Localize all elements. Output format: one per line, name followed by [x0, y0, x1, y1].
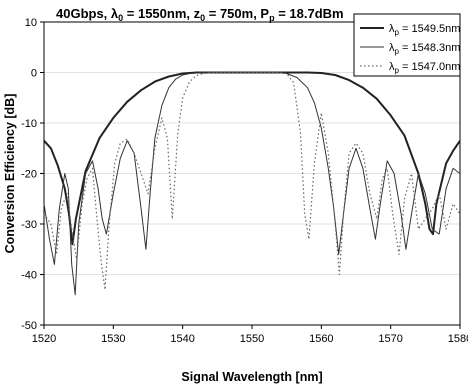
series-layer: [43, 71, 461, 296]
title-subscript: 0: [200, 13, 205, 23]
x-tick-label: 1570: [378, 333, 402, 345]
series-line-3: [43, 71, 461, 291]
grid-lines: [44, 72, 460, 275]
y-tick-label: -10: [21, 118, 37, 130]
title-subscript: 0: [118, 13, 123, 23]
y-tick-label: -20: [21, 169, 37, 181]
series-line-1: [43, 71, 461, 246]
legend: λp = 1549.5nm λp = 1548.3nm λp = 1547.0nm: [353, 13, 461, 77]
x-tick-label: 1530: [101, 333, 125, 345]
title-text: = 750m, P: [205, 6, 269, 21]
title-text: 40Gbps, λ: [56, 6, 119, 21]
x-tick-label: 1540: [170, 333, 194, 345]
series-line-2: [43, 72, 461, 296]
y-tick-label: -30: [21, 219, 37, 231]
axis-ticks: 1520 1530 1540 1550 1560 1570 1580 10 0 -10 -20 -30…: [21, 17, 468, 345]
y-axis-title: Conversion Efficiency [dB]: [3, 94, 17, 254]
legend-box: [353, 13, 461, 77]
legend-label-3: λp = 1547.0nm: [389, 61, 460, 75]
chart-title: 40Gbps, λ0 = 1550nm, z0 = 750m, Pp = 18.…: [56, 6, 344, 23]
legend-label-2: λp = 1548.3nm: [389, 42, 460, 56]
y-tick-label: 0: [31, 68, 37, 80]
y-tick-label: 10: [25, 17, 37, 29]
x-tick-label: 1550: [240, 333, 264, 345]
title-text: = 18.7dBm: [275, 6, 344, 21]
y-tick-label: -40: [21, 270, 37, 282]
title-subscript: p: [269, 13, 275, 23]
x-tick-label: 1520: [32, 333, 56, 345]
legend-label-1: λp = 1549.5nm: [389, 23, 460, 37]
x-tick-label: 1560: [309, 333, 333, 345]
title-text: = 1550nm, z: [123, 6, 200, 21]
y-tick-label: -50: [21, 320, 37, 332]
x-axis-title: Signal Wavelength [nm]: [181, 370, 322, 384]
x-tick-label: 1580: [448, 333, 468, 345]
